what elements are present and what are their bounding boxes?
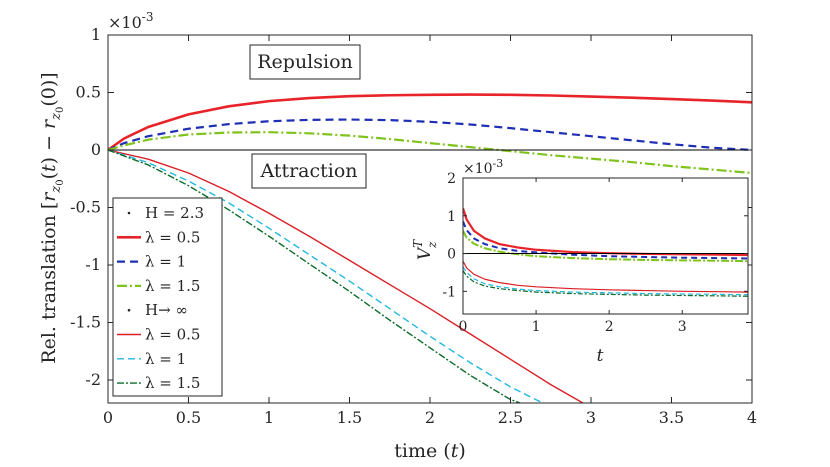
legend-entry-label: H = 2.3 xyxy=(145,204,204,222)
legend-entry-label: λ = 0.5 xyxy=(145,228,200,246)
inset-xtick-label: 1 xyxy=(532,319,541,335)
main-series-4 xyxy=(108,149,544,403)
main-xtick-label: 3 xyxy=(586,408,596,427)
inset-y-axis-label: VTz xyxy=(411,239,439,260)
main-xtick-label: 3.5 xyxy=(659,408,684,427)
main-series-0 xyxy=(108,93,752,152)
legend-header-marker xyxy=(127,211,131,215)
main-xtick-label: 1.5 xyxy=(337,408,362,427)
legend-entry-label: λ = 1 xyxy=(145,253,186,271)
main-series-1 xyxy=(108,118,752,152)
legend-box xyxy=(112,197,223,397)
legend-entry-label: H→ ∞ xyxy=(145,301,188,319)
legend-items: H = 2.3 λ = 0.5 λ = 1 λ = 1.5 H→ ∞ λ = 0.5 λ =… xyxy=(117,204,204,392)
inset-xtick-label: 2 xyxy=(605,319,614,335)
inset-series-group xyxy=(463,207,748,297)
attraction-label: Attraction xyxy=(259,160,357,182)
legend-entry-label: λ = 1.5 xyxy=(145,374,200,392)
main-ticks-group: 0 0.5 1 1.5 2 2.5 3 3.5 4 1 0.5 0 -0.5 -1 -1.5 -2 xyxy=(70,25,757,427)
main-ytick-label: -2 xyxy=(85,370,101,389)
main-xtick-label: 1 xyxy=(264,408,274,427)
inset-series-5 xyxy=(463,270,748,297)
inset-xtick-label: 3 xyxy=(678,319,687,335)
inset-ytick-label: 0 xyxy=(447,247,456,263)
inset-ticks-group: 0 1 2 3 2 1 0 -1 xyxy=(442,171,748,335)
main-series-3 xyxy=(108,149,584,403)
main-ytick-label: 0.5 xyxy=(76,83,101,102)
inset-series-3 xyxy=(463,260,748,293)
main-ytick-label: -1 xyxy=(85,255,101,274)
main-series-2 xyxy=(108,131,752,175)
inset-x-axis-label: t xyxy=(597,346,604,366)
main-xtick-label: 2 xyxy=(425,408,435,427)
main-xtick-label: 0 xyxy=(103,408,113,427)
main-ytick-label: 1 xyxy=(91,25,101,44)
inset-series-4 xyxy=(463,266,748,296)
legend-entry-label: λ = 1 xyxy=(145,350,186,368)
main-series-5 xyxy=(108,149,521,403)
inset-ytick-label: 1 xyxy=(447,209,456,225)
repulsion-box xyxy=(249,44,361,80)
legend-entry-label: λ = 1.5 xyxy=(145,277,200,295)
main-xtick-label: 0.5 xyxy=(176,408,201,427)
main-ytick-label: -0.5 xyxy=(70,198,101,217)
inset-xtick-label: 0 xyxy=(459,319,468,335)
inset-series-1 xyxy=(463,221,748,260)
main-xtick-label: 2.5 xyxy=(498,408,523,427)
legend-header-marker xyxy=(127,308,131,312)
legend: H = 2.3 λ = 0.5 λ = 1 λ = 1.5 H→ ∞ λ = 0.5 λ =… xyxy=(112,197,223,397)
main-series-group xyxy=(108,93,752,403)
attraction-box xyxy=(251,153,367,189)
inset-ytick-label: 2 xyxy=(447,171,456,187)
inset-series-0 xyxy=(463,207,748,257)
inset-plot-frame xyxy=(462,177,749,315)
inset-ytick-label: -1 xyxy=(442,284,456,300)
inset-series-2 xyxy=(463,230,748,263)
main-xtick-label: 4 xyxy=(747,408,757,427)
repulsion-label: Repulsion xyxy=(257,51,353,73)
main-ytick-label: -1.5 xyxy=(70,313,101,332)
main-ytick-label: 0 xyxy=(91,140,101,159)
legend-entry-label: λ = 0.5 xyxy=(145,326,200,344)
x-axis-label: time (t) xyxy=(394,440,466,462)
